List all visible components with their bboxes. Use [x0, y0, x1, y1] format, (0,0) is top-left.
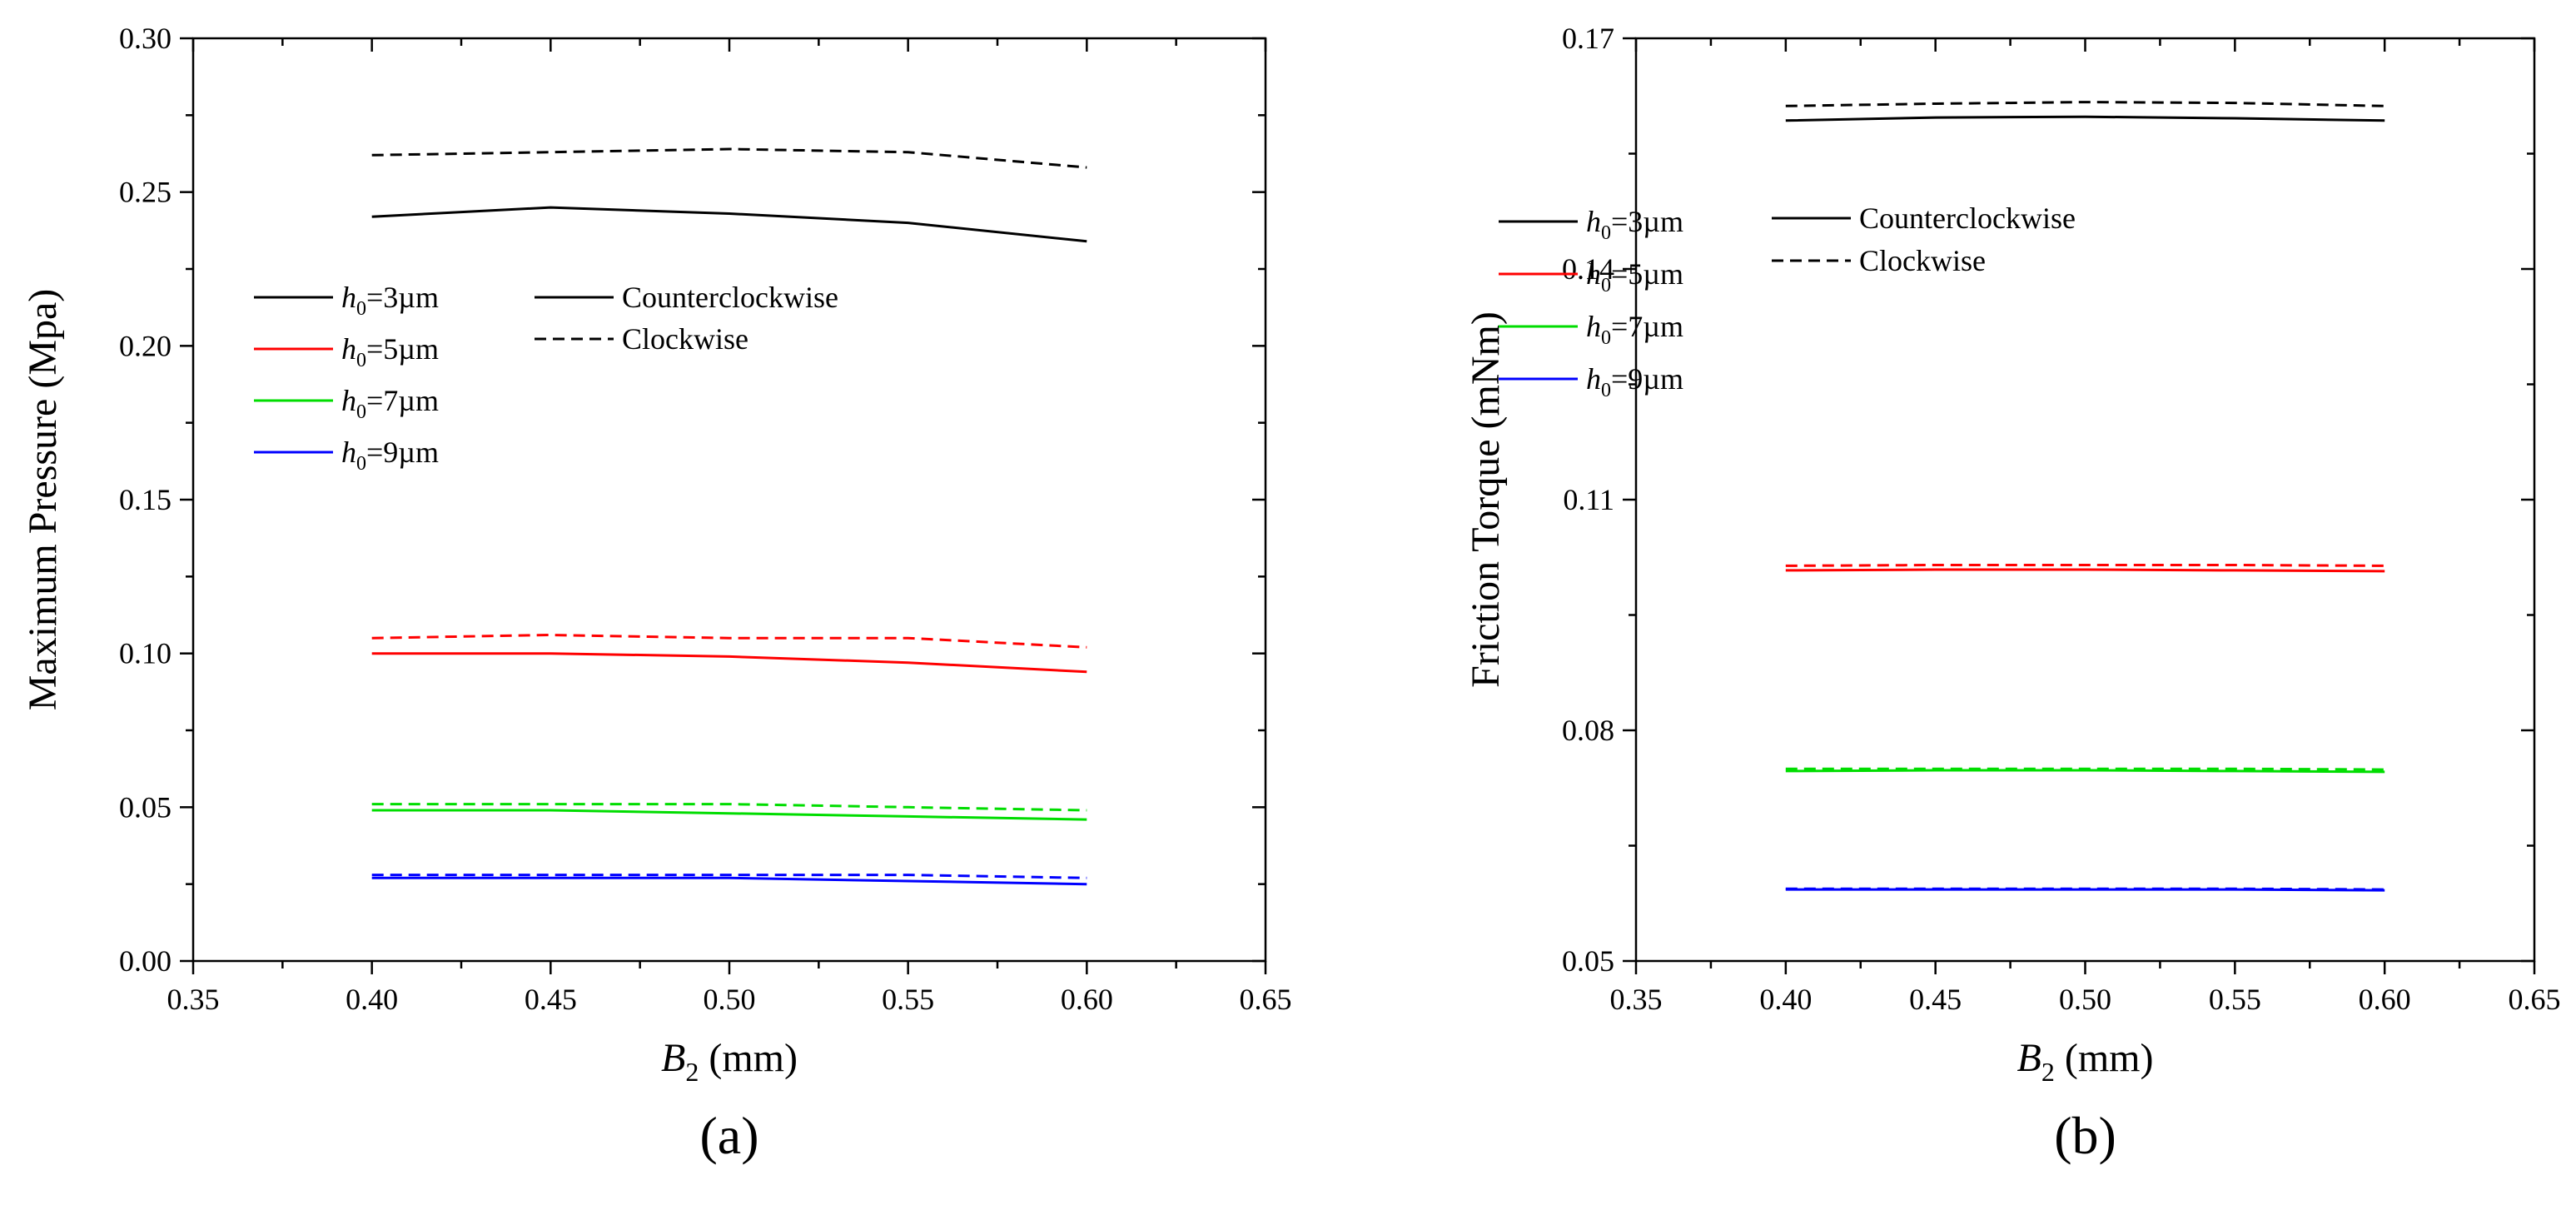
legend-entry-subscript: 0 [356, 350, 366, 371]
chart-panel-b: 0.35 0.40 0.45 0.50 0.55 0.60 0.65 0.05 0.08 0.11… [1464, 22, 2561, 1165]
series-line [371, 874, 1087, 879]
legend-entry-value: =3µm [1611, 205, 1683, 238]
x-axis-title-subscript: 2 [685, 1057, 699, 1087]
legend-entry: h0=5µm [1586, 257, 1683, 296]
legend-entry-symbol: h [341, 281, 356, 314]
x-tick-label: 0.35 [167, 983, 220, 1016]
legend-entry-symbol: h [341, 384, 356, 417]
series-line [371, 147, 1087, 169]
legend-entry: h0=9µm [1586, 362, 1683, 401]
x-tick-label: 0.60 [2359, 983, 2411, 1016]
legend-entry: h0=7µm [1586, 310, 1683, 349]
y-tick-label: 0.20 [119, 329, 172, 362]
y-tick-label: 0.17 [1562, 22, 1614, 55]
x-axis-title-symbol: B [661, 1036, 685, 1080]
x-tick-label: 0.45 [525, 983, 577, 1016]
series-line [371, 809, 1087, 821]
legend-entry-value: =9µm [1611, 362, 1683, 396]
series-line [371, 652, 1087, 674]
plot-frame [1634, 37, 2536, 963]
series-line [1785, 115, 2385, 122]
legend-entry-value: =3µm [366, 281, 439, 314]
series-line [371, 206, 1087, 243]
legend-entry-value: =5µm [1611, 257, 1683, 291]
x-axis-title: B2 (mm) [2017, 1036, 2154, 1087]
panel-label: (a) [699, 1106, 758, 1165]
plot-frame [191, 37, 1267, 963]
y-axis-title: Maximum Pressure (Mpa) [21, 289, 65, 711]
x-axis-title-symbol: B [2017, 1036, 2041, 1080]
legend-entry-subscript: 0 [356, 401, 366, 423]
y-tick-label: 0.10 [119, 637, 172, 670]
x-tick-label: 0.50 [2059, 983, 2111, 1016]
legend-entry: Counterclockwise [622, 281, 838, 314]
legend-entry-value: =7µm [366, 384, 439, 417]
x-tick-label: 0.40 [346, 983, 398, 1016]
legend-entry: h0=3µm [341, 281, 439, 320]
legend-entry-subscript: 0 [1601, 380, 1611, 401]
legend-entry: h0=7µm [341, 384, 439, 423]
x-tick-label: 0.55 [882, 983, 934, 1016]
legend-entry-value: =9µm [366, 436, 439, 469]
x-axis-title-unit: (mm) [2055, 1036, 2154, 1080]
legend-entry-subscript: 0 [356, 453, 366, 475]
x-tick-label: 0.65 [2509, 983, 2561, 1016]
y-tick-label: 0.00 [119, 944, 172, 978]
legend-entry: h0=3µm [1586, 205, 1683, 244]
legend-entry-value: =5µm [366, 332, 439, 366]
legend-entry-symbol: h [341, 332, 356, 366]
y-tick-label: 0.08 [1562, 714, 1614, 747]
y-tick-label: 0.25 [119, 176, 172, 209]
x-tick-label: 0.60 [1061, 983, 1113, 1016]
y-tick-label: 0.30 [119, 22, 172, 55]
legend-entry: Clockwise [1859, 244, 1986, 277]
x-tick-label: 0.35 [1610, 983, 1663, 1016]
legend-entry-subscript: 0 [1601, 327, 1611, 349]
x-axis-title-unit: (mm) [699, 1036, 798, 1080]
legend-entry-symbol: h [1586, 205, 1601, 238]
legend-entry: Clockwise [622, 322, 748, 356]
legend-entry-subscript: 0 [1601, 275, 1611, 296]
legend-entry-symbol: h [1586, 362, 1601, 396]
series-line [371, 876, 1087, 886]
y-tick-label: 0.14 [1562, 252, 1614, 286]
series-line [1785, 101, 2385, 107]
y-axis-title: Friction Torque (mNm) [1464, 311, 1508, 688]
series-line [1785, 769, 2385, 774]
y-tick-label: 0.15 [119, 483, 172, 516]
x-tick-label: 0.40 [1759, 983, 1812, 1016]
series-line [1785, 568, 2385, 573]
series-line [371, 803, 1087, 812]
x-tick-label: 0.50 [704, 983, 756, 1016]
legend-entry-symbol: h [341, 436, 356, 469]
legend-entry-subscript: 0 [356, 298, 366, 320]
panel-label: (b) [2054, 1106, 2116, 1165]
legend-entry: Counterclockwise [1859, 202, 2076, 235]
legend-entry: h0=9µm [341, 436, 439, 475]
y-tick-label: 0.05 [119, 790, 172, 824]
legend-entry: h0=5µm [341, 332, 439, 371]
series-line [371, 633, 1087, 649]
x-axis-title-subscript: 2 [2041, 1057, 2055, 1087]
x-axis-title: B2 (mm) [661, 1036, 798, 1087]
legend-entry-symbol: h [1586, 257, 1601, 291]
x-tick-label: 0.45 [1909, 983, 1962, 1016]
y-tick-label: 0.05 [1562, 944, 1614, 978]
x-tick-label: 0.55 [2209, 983, 2261, 1016]
y-tick-label: 0.11 [1563, 483, 1614, 516]
x-tick-label: 0.65 [1240, 983, 1292, 1016]
legend-entry-symbol: h [1586, 310, 1601, 343]
series-line [1785, 564, 2385, 567]
legend-entry-value: =7µm [1611, 310, 1683, 343]
legend-entry-subscript: 0 [1601, 222, 1611, 244]
chart-panel-a: 0.35 0.40 0.45 0.50 0.55 0.60 0.65 0.00 0.05 0.10… [21, 22, 1292, 1165]
